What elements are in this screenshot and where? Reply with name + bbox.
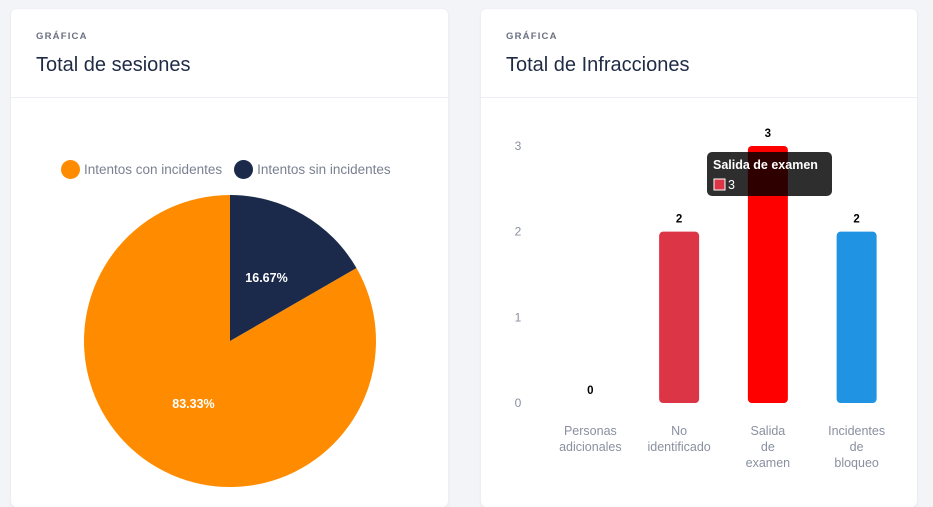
pie-data-label: 16.67% xyxy=(245,271,287,285)
y-tick-label: 0 xyxy=(515,396,522,410)
card-eyebrow: GRÁFICA xyxy=(36,31,88,42)
x-tick-label: No identificado xyxy=(648,424,711,454)
card-title: Total de Infracciones xyxy=(506,54,690,76)
bar-chart: 0 1 2 3 0 Personas adicionales 2 No identificado 3… xyxy=(515,128,885,470)
bar-3[interactable] xyxy=(836,231,877,403)
pie-chart: 83.33% 16.67% xyxy=(83,195,376,487)
card-header: GRÁFICA Total de Infracciones xyxy=(481,9,917,98)
legend-label: Intentos sin incidentes xyxy=(257,162,391,177)
bar-1[interactable] xyxy=(659,231,700,403)
pie-legend: Intentos con incidentes Intentos sin inc… xyxy=(61,160,403,179)
tooltip-swatch xyxy=(713,178,726,191)
y-tick-label: 2 xyxy=(515,225,522,239)
card-eyebrow: GRÁFICA xyxy=(506,31,558,42)
y-tick-label: 3 xyxy=(515,139,522,153)
x-tick-label: Incidentes de bloqueo xyxy=(828,424,885,470)
card-header: GRÁFICA Total de sesiones xyxy=(11,9,448,98)
y-tick-label: 1 xyxy=(515,310,522,324)
legend-item-sin-incidentes[interactable]: Intentos sin incidentes xyxy=(234,160,391,179)
bar-data-label: 2 xyxy=(676,214,682,226)
legend-label: Intentos con incidentes xyxy=(84,162,223,177)
bar-data-label: 2 xyxy=(853,214,859,226)
pie-chart-card: GRÁFICA Total de sesiones Intentos con i… xyxy=(11,9,448,507)
legend-swatch xyxy=(61,160,80,179)
bar-2[interactable] xyxy=(747,146,788,403)
x-tick-label: Personas adicionales xyxy=(559,424,622,454)
bar-data-label: 3 xyxy=(765,128,771,140)
chart-tooltip: Salida de examen 3 xyxy=(707,152,832,196)
legend-swatch xyxy=(234,160,254,179)
pie-data-label: 83.33% xyxy=(172,397,214,411)
legend-item-con-incidentes[interactable]: Intentos con incidentes xyxy=(61,160,222,179)
tooltip-value: 3 xyxy=(728,178,735,192)
card-title: Total de sesiones xyxy=(36,54,191,76)
bar-chart-card: GRÁFICA Total de Infracciones 0 1 2 3 0 Perso… xyxy=(481,9,917,507)
x-tick-label: Salida de examen xyxy=(746,424,791,470)
bar-data-label: 0 xyxy=(587,385,593,397)
pie-slice-0[interactable] xyxy=(83,195,376,487)
tooltip-title: Salida de examen xyxy=(713,158,818,172)
pie-slice-1[interactable] xyxy=(230,195,357,341)
tooltip-background xyxy=(707,152,832,196)
